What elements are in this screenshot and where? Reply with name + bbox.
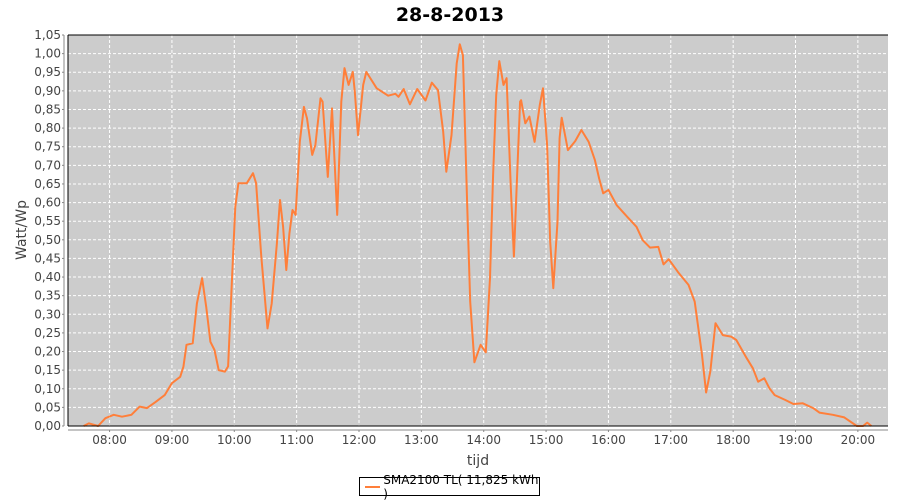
y-tick-label: 1,05: [34, 28, 61, 42]
plot-border: [67, 34, 888, 427]
y-tick-label: 0,75: [34, 140, 61, 154]
x-tick-label: 08:00: [92, 433, 127, 447]
x-tick-label: 10:00: [217, 433, 252, 447]
legend: SMA2100 TL( 11,825 kWh ): [359, 473, 540, 501]
y-tick-label: 0,25: [34, 326, 61, 340]
y-tick-label: 0,55: [34, 214, 61, 228]
legend-swatch: [365, 485, 381, 488]
y-tick-label: 0,40: [34, 270, 61, 284]
y-tick-label: 0,30: [34, 307, 61, 321]
chart-title: 28-8-2013: [396, 4, 504, 26]
x-tick-label: 18:00: [716, 433, 751, 447]
x-axis-label: tijd: [467, 453, 489, 469]
y-axis-label: Watt/Wp: [14, 200, 30, 260]
y-tick-label: 0,35: [34, 289, 61, 303]
plot-area: [68, 35, 888, 426]
y-tick-label: 0,85: [34, 102, 61, 116]
x-tick-label: 13:00: [404, 433, 439, 447]
y-tick-label: 1,00: [34, 47, 61, 61]
x-tick-label: 16:00: [591, 433, 626, 447]
y-tick-label: 0,70: [34, 158, 61, 172]
y-tick-label: 0,00: [34, 419, 61, 433]
y-tick-label: 0,50: [34, 233, 61, 247]
x-tick-label: 20:00: [841, 433, 876, 447]
x-tick-label: 14:00: [466, 433, 501, 447]
x-tick-label: 12:00: [342, 433, 377, 447]
x-tick-label: 11:00: [279, 433, 314, 447]
x-axis: 08:00 09:00 10:00 11:00 12:00 13:00 14:00 15:00…: [68, 429, 888, 447]
y-tick-label: 0,45: [34, 251, 61, 265]
y-tick-label: 0,60: [34, 196, 61, 210]
x-tick-label: 09:00: [155, 433, 190, 447]
y-axis: 0,00 0,05 0,10 0,15 0,20 0,25 0,30 0,35 0,40 0,45…: [34, 28, 65, 433]
x-tick-label: 15:00: [529, 433, 564, 447]
grid: [68, 35, 888, 426]
x-tick-label: 19:00: [778, 433, 813, 447]
y-tick-label: 0,90: [34, 84, 61, 98]
y-tick-label: 0,05: [34, 400, 61, 414]
x-tick-label: 17:00: [653, 433, 688, 447]
y-tick-label: 0,10: [34, 382, 61, 396]
legend-label: SMA2100 TL( 11,825 kWh ): [383, 472, 539, 501]
y-tick-label: 0,80: [34, 121, 61, 135]
y-tick-label: 0,65: [34, 177, 61, 191]
y-tick-label: 0,15: [34, 363, 61, 377]
y-tick-label: 0,20: [34, 345, 61, 359]
y-tick-label: 0,95: [34, 65, 61, 79]
series-line: [83, 43, 873, 427]
